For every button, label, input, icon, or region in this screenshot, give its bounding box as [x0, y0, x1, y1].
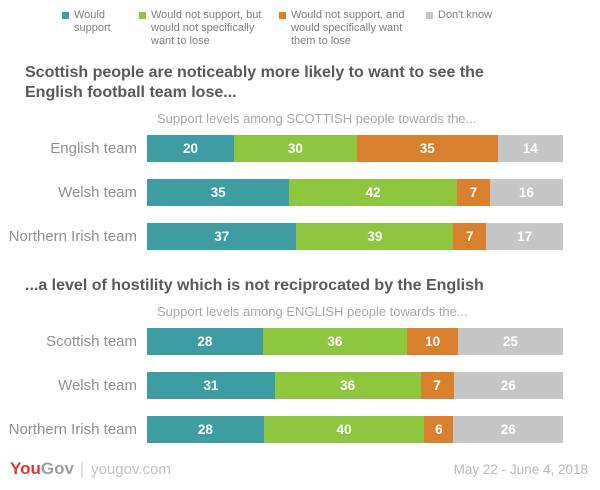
legend-swatch-gray: [426, 12, 433, 19]
stacked-bar: 31 36 7 26: [147, 372, 564, 399]
bar-segment: 17: [486, 223, 563, 250]
bar-segment: 14: [497, 135, 563, 162]
yougov-logo: You Gov | yougov.com: [10, 459, 171, 479]
bar-segment: 36: [274, 372, 421, 399]
row-label: Northern Irish team: [8, 228, 137, 245]
legend-label: Would not support, and would specificall…: [291, 9, 405, 47]
stacked-bar: 28 40 6 26: [147, 416, 563, 443]
legend-label: Would not support, but would not specifi…: [151, 9, 262, 47]
legend-item-not-support-want-lose: Would not support, and would specificall…: [279, 9, 426, 48]
row-label: Welsh team: [58, 377, 137, 394]
row-label: Northern Irish team: [8, 421, 137, 438]
legend-label: Would support: [74, 9, 111, 34]
legend-swatch-green: [139, 12, 146, 19]
section-title: ...a level of hostility which is not rec…: [25, 277, 484, 294]
logo-site-text: yougov.com: [91, 461, 171, 478]
section-subtitle: Support levels among ENGLISH people towa…: [157, 304, 468, 319]
legend-item-would-support: Would support: [62, 9, 139, 35]
stacked-bar: 28 36 10 25: [147, 328, 564, 355]
bar-segment: 20: [147, 135, 234, 162]
stacked-bar-chart-english: Scottish team 28 36 10 25 Welsh team 31 36 7 26 No…: [0, 328, 600, 443]
bar-segment: 36: [262, 328, 408, 355]
fieldwork-dates: May 22 - June 4, 2018: [453, 462, 588, 477]
bar-segment: 30: [233, 135, 357, 162]
bar-segment: 7: [420, 372, 454, 399]
bar-segment: 7: [456, 179, 490, 206]
legend-swatch-teal: [62, 12, 69, 19]
bar-segment: 39: [296, 223, 454, 250]
row-label: English team: [50, 140, 137, 157]
bar-segment: 6: [424, 416, 454, 443]
chart-row: Welsh team 35 42 7 16: [0, 179, 600, 206]
bar-segment: 10: [407, 328, 459, 355]
bar-segment: 16: [489, 179, 563, 206]
bar-segment: 37: [147, 223, 297, 250]
logo-gov-text: Gov: [40, 459, 74, 478]
chart-row: Northern Irish team 28 40 6 26: [0, 416, 600, 443]
chart-legend: Would support Would not support, but wou…: [0, 0, 600, 48]
legend-label: Don't know: [438, 9, 493, 21]
bar-segment: 26: [453, 372, 564, 399]
logo-you-text: You: [10, 459, 41, 478]
stacked-bar: 37 39 7 17: [147, 223, 563, 250]
bar-segment: 28: [147, 328, 263, 355]
row-label: Welsh team: [58, 184, 137, 201]
stacked-bar-chart-scottish: English team 20 30 35 14 Welsh team 35 42 7 16 Nor…: [0, 135, 600, 250]
chart-row: Scottish team 28 36 10 25: [0, 328, 600, 355]
section-title: Scottish people are noticeably more like…: [25, 64, 484, 101]
legend-item-not-support-no-lose: Would not support, but would not specifi…: [139, 9, 279, 48]
scottish-support-section: Scottish people are noticeably more like…: [0, 63, 600, 250]
chart-row: English team 20 30 35 14: [0, 135, 600, 162]
bar-segment: 7: [453, 223, 487, 250]
english-support-section: ...a level of hostility which is not rec…: [0, 276, 600, 443]
logo-separator: |: [79, 461, 85, 478]
stacked-bar: 35 42 7 16: [147, 179, 563, 206]
bar-segment: 28: [147, 416, 264, 443]
bar-segment: 26: [453, 416, 563, 443]
bar-segment: 35: [147, 179, 290, 206]
legend-item-dont-know: Don't know: [426, 9, 492, 22]
bar-segment: 35: [356, 135, 498, 162]
chart-row: Welsh team 31 36 7 26: [0, 372, 600, 399]
section-subtitle: Support levels among SCOTTISH people tow…: [157, 111, 477, 126]
bar-segment: 40: [263, 416, 425, 443]
footer: You Gov | yougov.com May 22 - June 4, 2018: [0, 459, 600, 479]
stacked-bar: 20 30 35 14: [147, 135, 563, 162]
legend-swatch-orange: [279, 12, 286, 19]
bar-segment: 42: [289, 179, 457, 206]
row-label: Scottish team: [46, 333, 137, 350]
bar-segment: 31: [147, 372, 275, 399]
chart-row: Northern Irish team 37 39 7 17: [0, 223, 600, 250]
bar-segment: 25: [458, 328, 564, 355]
